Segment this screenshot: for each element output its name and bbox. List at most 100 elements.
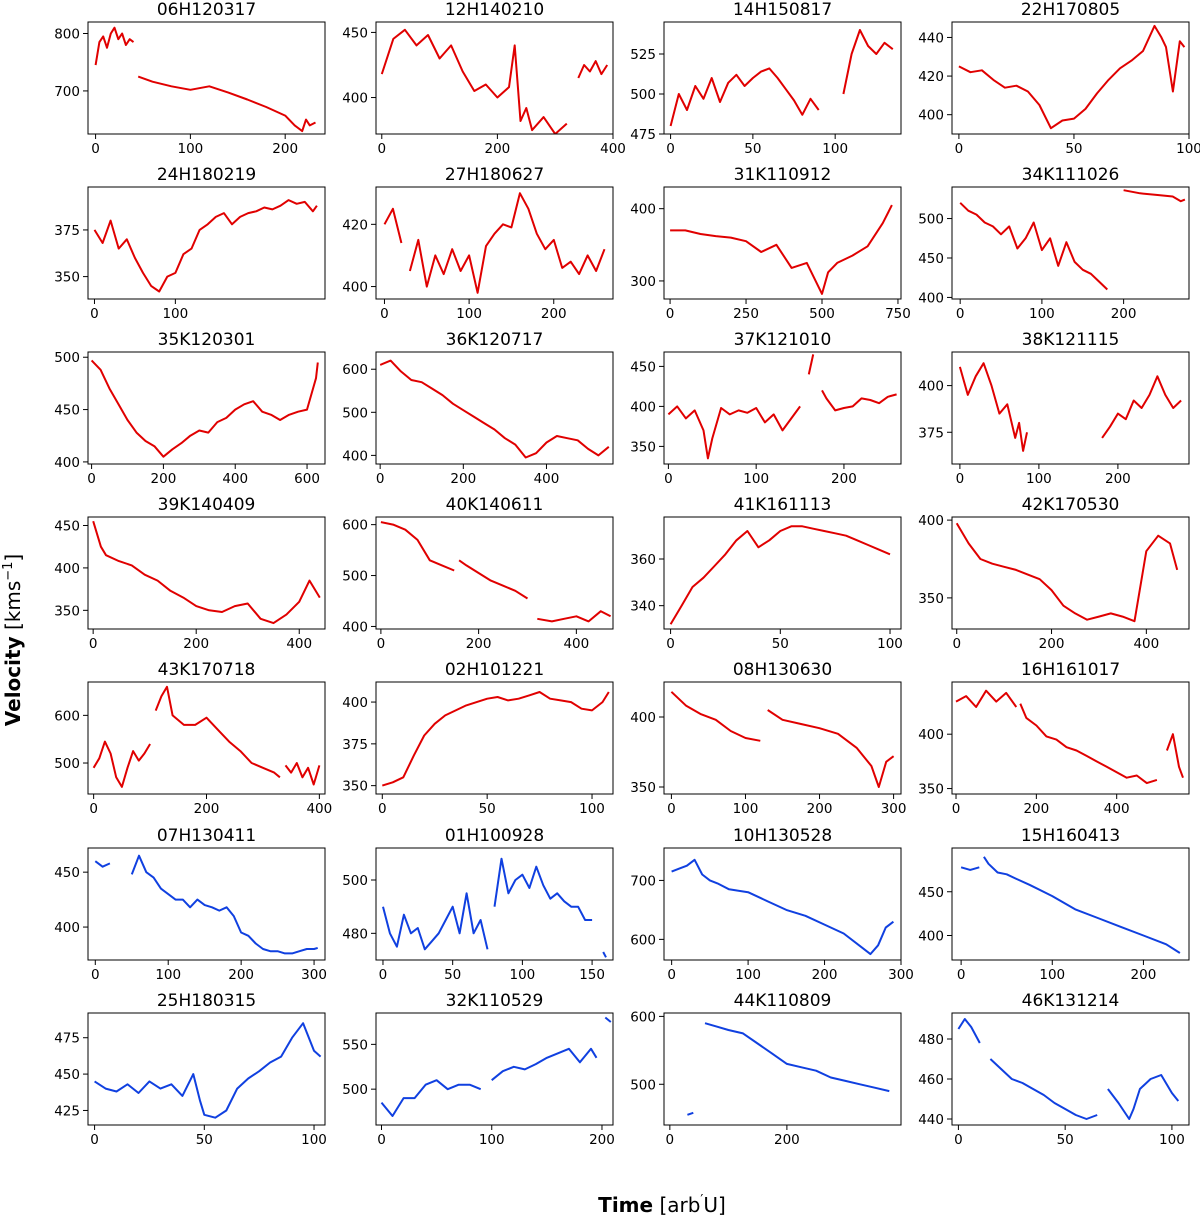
subplot-title: 25H180315 bbox=[157, 991, 256, 1011]
subplot-10H130528: 10H130528 0 100 200 300 600 700 bbox=[630, 826, 914, 983]
x-tick-label: 0 bbox=[90, 306, 99, 322]
y-tick-label: 500 bbox=[54, 350, 80, 366]
series-line-3 bbox=[604, 1016, 612, 1023]
y-tick-label: 420 bbox=[918, 69, 944, 85]
y-tick-label: 450 bbox=[54, 1067, 80, 1083]
plot-frame bbox=[87, 847, 326, 961]
y-tick-label: 450 bbox=[54, 518, 80, 534]
series-line-2 bbox=[1019, 703, 1158, 785]
series-line-2 bbox=[408, 192, 606, 294]
y-tick-label: 400 bbox=[918, 727, 944, 743]
subplot-title: 10H130528 bbox=[733, 826, 832, 846]
y-tick-label: 400 bbox=[918, 513, 944, 529]
x-tick-label: 400 bbox=[306, 801, 332, 817]
subplot-title: 22H170805 bbox=[1021, 0, 1120, 20]
x-axis-label-after: U] bbox=[703, 1193, 725, 1217]
y-tick-label: 400 bbox=[918, 290, 944, 306]
y-tick-label: 400 bbox=[342, 695, 368, 711]
y-tick-label: 350 bbox=[630, 780, 656, 796]
x-tick-label: 400 bbox=[563, 636, 589, 652]
series-line-1 bbox=[94, 26, 135, 66]
subplot-title: 40K140611 bbox=[446, 495, 544, 515]
x-tick-label: 50 bbox=[196, 1132, 213, 1148]
x-tick-label: 50 bbox=[1065, 141, 1082, 157]
x-tick-label: 100 bbox=[735, 967, 761, 983]
subplot-42K170530: 42K170530 0 200 400 350 400 bbox=[918, 495, 1190, 652]
x-tick-label: 50 bbox=[772, 636, 789, 652]
y-tick-label: 450 bbox=[630, 359, 656, 375]
plot-frame bbox=[951, 681, 1190, 795]
subplot-06H120317: 06H120317 0 100 200 700 800 bbox=[54, 0, 326, 157]
x-tick-label: 200 bbox=[466, 636, 492, 652]
x-tick-label: 150 bbox=[579, 967, 605, 983]
plot-frame bbox=[951, 516, 1190, 630]
plot-frame bbox=[87, 516, 326, 630]
x-tick-label: 100 bbox=[1026, 471, 1052, 487]
subplot-title: 08H130630 bbox=[733, 660, 832, 680]
subplot-title: 46K131214 bbox=[1022, 991, 1120, 1011]
series-line-1 bbox=[955, 522, 1179, 623]
x-tick-label: 0 bbox=[666, 636, 675, 652]
x-tick-label: 0 bbox=[87, 471, 96, 487]
y-tick-label: 500 bbox=[342, 569, 368, 585]
series-line-2 bbox=[137, 75, 316, 133]
x-tick-label: 400 bbox=[1104, 801, 1130, 817]
plot-frame bbox=[87, 186, 326, 300]
series-line-2 bbox=[130, 854, 318, 955]
subplot-title: 34K111026 bbox=[1022, 165, 1120, 185]
x-tick-label: 0 bbox=[378, 801, 387, 817]
x-tick-label: 100 bbox=[579, 801, 605, 817]
subplot-15H160413: 15H160413 0 100 200 400 450 bbox=[918, 826, 1190, 983]
y-tick-label: 460 bbox=[918, 1072, 944, 1088]
y-tick-label: 400 bbox=[342, 448, 368, 464]
y-tick-label: 400 bbox=[918, 108, 944, 124]
subplot-title: 38K121115 bbox=[1022, 330, 1120, 350]
x-tick-label: 100 bbox=[155, 967, 181, 983]
subplot-38K121115: 38K121115 0 100 200 375 400 bbox=[918, 330, 1190, 487]
x-axis-label-bold: Time bbox=[598, 1193, 653, 1217]
series-line-1 bbox=[92, 520, 321, 625]
x-tick-label: 0 bbox=[666, 1132, 675, 1148]
series-line-1 bbox=[671, 858, 895, 956]
series-line-1 bbox=[669, 525, 891, 625]
series-line-1 bbox=[380, 1079, 482, 1117]
y-tick-label: 375 bbox=[918, 425, 944, 441]
series-line-1 bbox=[959, 202, 1108, 291]
y-tick-label: 440 bbox=[918, 1112, 944, 1128]
plot-frame bbox=[87, 681, 326, 795]
series-line-1 bbox=[958, 362, 1028, 452]
plot-frame bbox=[375, 516, 614, 630]
x-tick-label: 100 bbox=[509, 967, 535, 983]
subplot-07H130411: 07H130411 0 100 200 300 400 450 bbox=[54, 826, 327, 983]
y-tick-label: 700 bbox=[630, 873, 656, 889]
plot-frame bbox=[951, 21, 1190, 135]
x-tick-label: 200 bbox=[831, 471, 857, 487]
plot-frame bbox=[663, 1012, 902, 1126]
subplot-title: 07H130411 bbox=[157, 826, 256, 846]
subplot-31K110912: 31K110912 0 250 500 750 300 400 bbox=[630, 165, 911, 322]
subplot-39K140409: 39K140409 0 200 400 350 400 450 bbox=[54, 495, 326, 652]
subplot-title: 41K161113 bbox=[734, 495, 832, 515]
series-line-2 bbox=[842, 29, 894, 95]
y-axis-label-bold: Velocity bbox=[1, 636, 25, 726]
x-tick-label: 100 bbox=[822, 141, 848, 157]
plot-frame bbox=[951, 1012, 1190, 1126]
y-tick-label: 420 bbox=[342, 217, 368, 233]
y-tick-label: 500 bbox=[918, 212, 944, 228]
subplot-14H150817: 14H150817 0 50 100 475 500 525 bbox=[630, 0, 902, 157]
plot-frame bbox=[951, 351, 1190, 465]
x-tick-label: 0 bbox=[954, 1132, 963, 1148]
series-line-2 bbox=[154, 685, 281, 779]
y-tick-label: 475 bbox=[630, 127, 656, 143]
y-tick-label: 500 bbox=[342, 1082, 368, 1098]
x-tick-label: 400 bbox=[1133, 636, 1159, 652]
y-axis-label-close: ] bbox=[1, 554, 25, 562]
subplot-36K120717: 36K120717 0 200 400 400 500 600 bbox=[342, 330, 614, 487]
x-tick-label: 400 bbox=[534, 471, 560, 487]
y-tick-label: 360 bbox=[630, 552, 656, 568]
x-tick-label: 0 bbox=[91, 141, 100, 157]
subplot-title: 42K170530 bbox=[1022, 495, 1120, 515]
subplot-41K161113: 41K161113 0 50 100 340 360 bbox=[630, 495, 903, 652]
subplot-title: 24H180219 bbox=[157, 165, 256, 185]
